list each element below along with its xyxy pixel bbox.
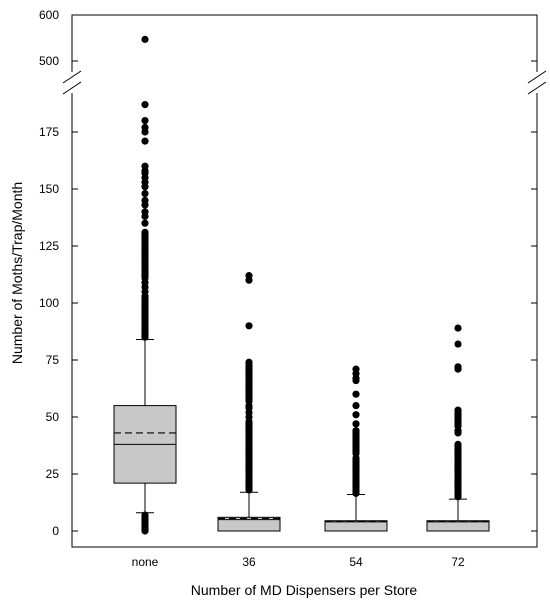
- outlier-point: [352, 411, 360, 419]
- axis-ticks: 0 25 50 75 100 125 150 175 500 600 none 36 54 72: [39, 8, 537, 569]
- axis-break-gap: [531, 72, 543, 93]
- outlier-point: [141, 162, 149, 170]
- y-tick-label: 100: [39, 296, 59, 310]
- y-tick-label: 75: [46, 353, 60, 367]
- y-tick-label: 50: [46, 410, 60, 424]
- outlier-point: [141, 196, 149, 204]
- y-tick-label: 600: [39, 8, 59, 22]
- outlier-point: [454, 363, 462, 371]
- outlier-point: [454, 440, 462, 448]
- outlier-point: [141, 511, 149, 519]
- outlier-point: [245, 358, 253, 366]
- outlier-point: [454, 406, 462, 414]
- x-axis-title: Number of MD Dispensers per Store: [191, 582, 418, 598]
- axis-break-slash: [527, 81, 547, 95]
- chart-marks: [113, 35, 490, 535]
- outlier-point: [454, 340, 462, 348]
- outlier-point: [141, 219, 149, 227]
- x-tick-label: 36: [242, 555, 256, 569]
- outlier-point: [245, 272, 253, 280]
- outlier-point: [352, 402, 360, 410]
- outlier-point: [141, 35, 149, 43]
- outlier-point: [141, 228, 149, 236]
- outlier-point: [141, 123, 149, 132]
- y-axis-title: Number of Moths/Trap/Month: [9, 182, 25, 364]
- outlier-point: [141, 117, 149, 125]
- outlier-point: [352, 390, 360, 398]
- box-54: [324, 520, 388, 532]
- y-tick-label: 0: [52, 524, 59, 538]
- y-tick-label: 500: [39, 54, 59, 68]
- outlier-point: [141, 208, 149, 216]
- x-tick-label: 72: [451, 555, 465, 569]
- box-72: [426, 520, 490, 532]
- outlier-point: [352, 427, 360, 435]
- y-tick-label: 175: [39, 125, 59, 139]
- outlier-point: [141, 101, 149, 109]
- y-tick-label: 125: [39, 239, 59, 253]
- x-tick-label: 54: [349, 555, 363, 569]
- outlier-point: [454, 324, 462, 332]
- outlier-point: [141, 137, 149, 145]
- axis-break: [62, 70, 547, 95]
- axis-break-gap: [66, 72, 78, 93]
- axis-break-slash: [527, 70, 547, 84]
- box-36: [217, 516, 281, 532]
- x-tick-label: none: [132, 555, 159, 569]
- axis-break-slash: [62, 81, 82, 95]
- axis-break-slash: [62, 70, 82, 84]
- y-tick-label: 25: [46, 467, 60, 481]
- outlier-point: [245, 322, 253, 330]
- y-tick-label: 150: [39, 182, 59, 196]
- outlier-point: [352, 365, 360, 373]
- plot-frame: [71, 14, 538, 548]
- outlier-point: [352, 420, 360, 428]
- outlier-point: [141, 189, 149, 198]
